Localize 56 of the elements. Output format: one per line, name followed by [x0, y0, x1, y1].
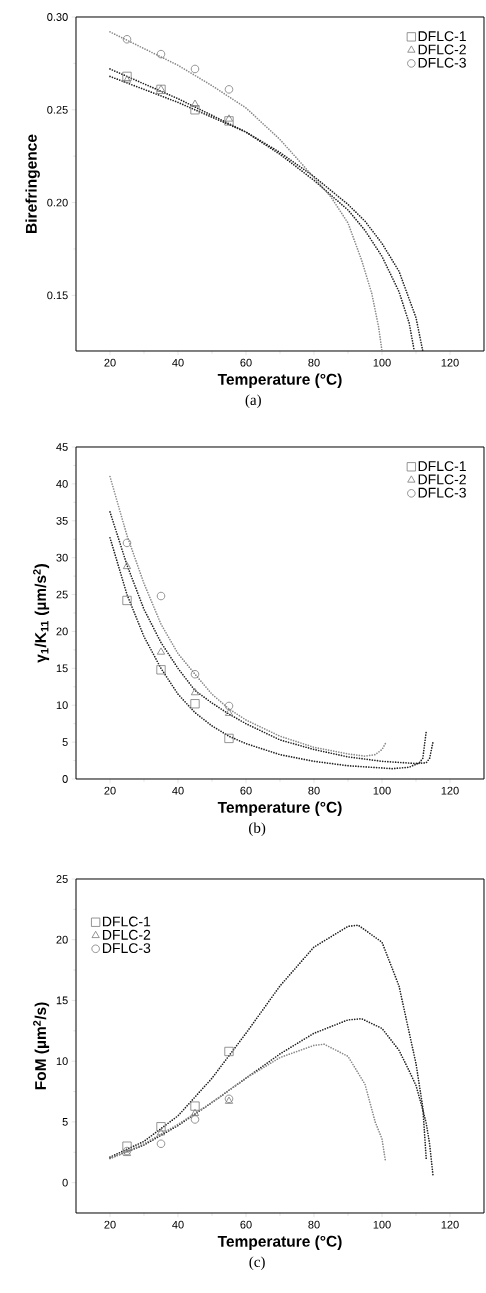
x-tick-label: 80 — [308, 1220, 320, 1229]
y-tick-label: 0.30 — [47, 13, 68, 21]
x-tick-label: 80 — [308, 358, 320, 367]
x-tick-label: 120 — [441, 786, 459, 795]
y-tick-label: 35 — [56, 516, 68, 525]
y-tick-label: 45 — [56, 443, 68, 451]
x-axis-title: Temperature (°C) — [217, 373, 342, 388]
text: (c) — [249, 1256, 265, 1271]
text: (a) — [245, 394, 261, 409]
x-axis-title: Temperature (°C) — [217, 801, 342, 816]
y-tick-label: 0 — [62, 1178, 68, 1187]
legend-label: DFLC-3 — [102, 943, 151, 954]
x-tick-label: 40 — [172, 358, 184, 367]
legend-label: DFLC-3 — [418, 57, 466, 68]
y-tick-label: 0 — [62, 775, 68, 783]
y-axis-title: γ$_{1}$/K$_{11}$ (µm/s$^{2}$) — [33, 564, 50, 663]
x-tick-label: 120 — [441, 1220, 459, 1229]
x-tick-label: 60 — [240, 1220, 252, 1229]
y-axis-title: Birefringence — [25, 134, 40, 233]
y-tick-label: 15 — [56, 996, 68, 1005]
legend-label: DFLC-1 — [418, 461, 466, 472]
legend-label: DFLC-2 — [102, 929, 151, 940]
x-tick-label: 100 — [373, 1220, 391, 1229]
y-tick-label: 0.15 — [47, 291, 68, 300]
x-tick-label: 100 — [373, 358, 391, 367]
legend-label: DFLC-2 — [418, 44, 466, 55]
x-tick-label: 20 — [104, 358, 116, 367]
y-tick-label: 20 — [56, 935, 68, 944]
x-tick-label: 20 — [104, 786, 116, 795]
y-tick-label: 0.20 — [47, 198, 68, 207]
x-tick-label: 120 — [441, 358, 459, 367]
x-tick-label: 80 — [308, 786, 320, 795]
text: (b) — [249, 822, 266, 837]
y-tick-label: 10 — [56, 1057, 68, 1066]
legend-label: DFLC-2 — [418, 474, 466, 485]
y-tick-label: 10 — [56, 701, 68, 710]
y-axis-title: FoM (µm$^{2}$/s) — [33, 1002, 50, 1090]
x-tick-label: 60 — [240, 358, 252, 367]
x-tick-label: 100 — [373, 786, 391, 795]
x-tick-label: 40 — [172, 786, 184, 795]
legend-label: DFLC-3 — [418, 487, 466, 498]
y-tick-label: 25 — [56, 875, 68, 883]
y-tick-label: 25 — [56, 590, 68, 599]
legend-label: DFLC-1 — [418, 31, 466, 42]
y-tick-label: 0.25 — [47, 105, 68, 114]
x-tick-label: 20 — [104, 1220, 116, 1229]
y-tick-label: 5 — [62, 1118, 68, 1126]
y-tick-label: 5 — [62, 738, 68, 746]
x-axis-title: Temperature (°C) — [217, 1235, 342, 1250]
legend-label: DFLC-1 — [102, 916, 151, 927]
y-tick-label: 40 — [56, 480, 68, 488]
y-tick-label: 20 — [56, 627, 68, 636]
x-tick-label: 60 — [240, 786, 252, 795]
y-tick-label: 15 — [56, 664, 68, 673]
x-tick-label: 40 — [172, 1220, 184, 1229]
y-tick-label: 30 — [56, 553, 68, 562]
